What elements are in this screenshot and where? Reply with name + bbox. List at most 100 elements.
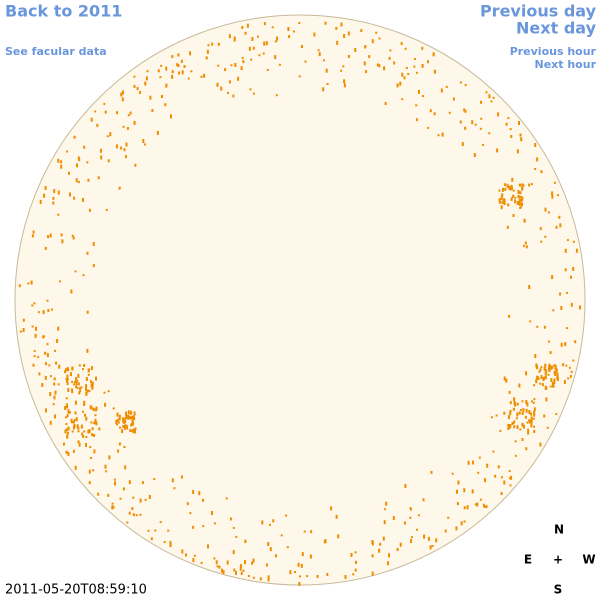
facula bbox=[508, 477, 511, 480]
facula bbox=[120, 92, 123, 97]
facula bbox=[403, 521, 406, 525]
facula bbox=[324, 21, 327, 25]
facula bbox=[337, 534, 340, 539]
facula bbox=[512, 407, 515, 411]
facula bbox=[235, 535, 238, 538]
next-hour-link[interactable]: Next hour bbox=[535, 58, 597, 71]
facula bbox=[58, 364, 61, 369]
facula bbox=[119, 497, 122, 500]
facula bbox=[323, 540, 326, 544]
compass-west: W bbox=[582, 553, 595, 567]
facula bbox=[74, 400, 77, 405]
facula bbox=[75, 381, 78, 386]
facula bbox=[410, 508, 412, 511]
facula bbox=[477, 471, 480, 474]
facula bbox=[551, 365, 554, 369]
facula bbox=[139, 498, 142, 503]
facula bbox=[326, 573, 329, 576]
facula bbox=[559, 223, 562, 228]
facula bbox=[371, 541, 374, 546]
facula bbox=[539, 382, 542, 385]
facula bbox=[313, 32, 316, 37]
facula bbox=[198, 491, 201, 496]
facula bbox=[485, 91, 488, 94]
facula bbox=[473, 153, 476, 157]
facula bbox=[544, 371, 547, 375]
facula bbox=[492, 96, 495, 99]
facula bbox=[368, 55, 371, 59]
facula bbox=[217, 64, 220, 67]
facula bbox=[90, 421, 93, 424]
facula bbox=[463, 108, 466, 112]
facula bbox=[151, 109, 154, 112]
facula bbox=[92, 407, 95, 411]
facula bbox=[375, 31, 378, 34]
facula bbox=[91, 427, 94, 431]
facula bbox=[57, 213, 60, 216]
facula bbox=[71, 367, 74, 371]
facula bbox=[427, 536, 430, 541]
facula bbox=[241, 26, 244, 29]
facula bbox=[75, 386, 78, 388]
facula bbox=[207, 544, 209, 549]
facula bbox=[169, 540, 172, 544]
facula bbox=[234, 63, 237, 67]
facula bbox=[99, 148, 102, 153]
facula bbox=[509, 128, 512, 131]
facula bbox=[418, 89, 420, 94]
facula bbox=[37, 356, 40, 359]
facula bbox=[211, 42, 214, 46]
previous-day-link[interactable]: Previous day bbox=[480, 2, 597, 21]
facula bbox=[416, 528, 418, 531]
facula bbox=[130, 429, 133, 432]
facula bbox=[54, 390, 57, 395]
facula bbox=[77, 430, 80, 433]
back-link[interactable]: Back to 2011 bbox=[5, 2, 122, 21]
facula bbox=[519, 207, 522, 209]
facula bbox=[556, 376, 559, 380]
facula bbox=[233, 38, 236, 42]
facula bbox=[232, 526, 235, 529]
facula bbox=[547, 373, 550, 376]
facula bbox=[116, 419, 119, 422]
facula bbox=[518, 195, 521, 199]
facula bbox=[244, 541, 247, 543]
facular-data-link[interactable]: See facular data bbox=[5, 45, 107, 58]
facula bbox=[415, 71, 418, 74]
facula bbox=[499, 201, 502, 204]
facula bbox=[518, 412, 521, 414]
facula bbox=[536, 365, 538, 370]
facula bbox=[288, 35, 291, 39]
facula bbox=[132, 513, 135, 517]
faculae bbox=[18, 21, 581, 586]
facula bbox=[506, 225, 509, 229]
facula bbox=[263, 22, 266, 26]
facula bbox=[91, 385, 94, 388]
facula bbox=[440, 88, 443, 93]
facula bbox=[472, 460, 475, 465]
facula bbox=[517, 195, 520, 198]
facula bbox=[272, 519, 275, 523]
facula bbox=[383, 66, 386, 71]
compass-north: N bbox=[554, 523, 564, 537]
facula bbox=[464, 109, 467, 113]
facula bbox=[109, 132, 112, 137]
facula bbox=[572, 266, 575, 271]
facula bbox=[213, 522, 216, 525]
facula bbox=[85, 391, 88, 396]
previous-hour-link[interactable]: Previous hour bbox=[510, 45, 597, 58]
facula bbox=[165, 83, 168, 88]
facula bbox=[467, 460, 470, 465]
facula bbox=[551, 194, 554, 199]
facula bbox=[206, 49, 209, 54]
facula bbox=[47, 309, 50, 312]
facula bbox=[247, 575, 250, 577]
facula bbox=[301, 552, 304, 557]
facula bbox=[90, 117, 93, 122]
facula bbox=[509, 484, 512, 487]
next-day-link[interactable]: Next day bbox=[516, 19, 597, 38]
facula bbox=[287, 27, 290, 31]
facula bbox=[88, 429, 91, 434]
facula bbox=[560, 306, 563, 310]
